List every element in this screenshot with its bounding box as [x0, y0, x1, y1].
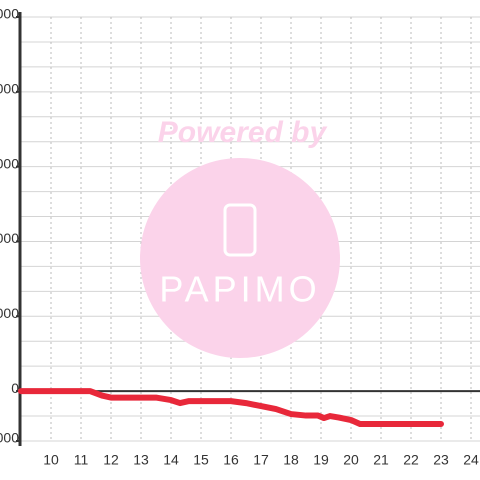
watermark-text: Powered by	[158, 116, 328, 149]
y-tick-label: -20,000	[0, 430, 19, 446]
watermark-logo: PAPIMO	[159, 269, 320, 310]
y-tick-label: 150,000	[0, 6, 19, 22]
x-tick-label: 12	[103, 452, 119, 468]
y-tick-label: 90,000	[0, 155, 19, 171]
x-tick-label: 10	[43, 452, 59, 468]
x-tick-label: 15	[193, 452, 209, 468]
x-tick-label: 21	[373, 452, 389, 468]
watermark: Powered by PAPIMO	[140, 116, 340, 358]
watermark-circle	[140, 158, 340, 358]
x-tick-label: 22	[403, 452, 419, 468]
x-tick-label: 24	[463, 452, 479, 468]
x-tick-label: 11	[74, 452, 89, 468]
x-tick-label: 13	[133, 452, 149, 468]
x-tick-label: 23	[433, 452, 449, 468]
x-tick-label: 14	[163, 452, 179, 468]
watermark-icon	[223, 203, 257, 257]
x-tick-label: 19	[313, 452, 329, 468]
y-tick-label: 0	[11, 380, 19, 396]
x-tick-label: 16	[223, 452, 239, 468]
data-line	[18, 388, 444, 428]
x-tick-label: 17	[253, 452, 269, 468]
x-tick-label: 18	[283, 452, 299, 468]
y-tick-label: 120,000	[0, 81, 19, 97]
y-tick-label: 60,000	[0, 230, 19, 246]
x-tick-label: 20	[343, 452, 359, 468]
y-tick-label: 30,000	[0, 305, 19, 321]
